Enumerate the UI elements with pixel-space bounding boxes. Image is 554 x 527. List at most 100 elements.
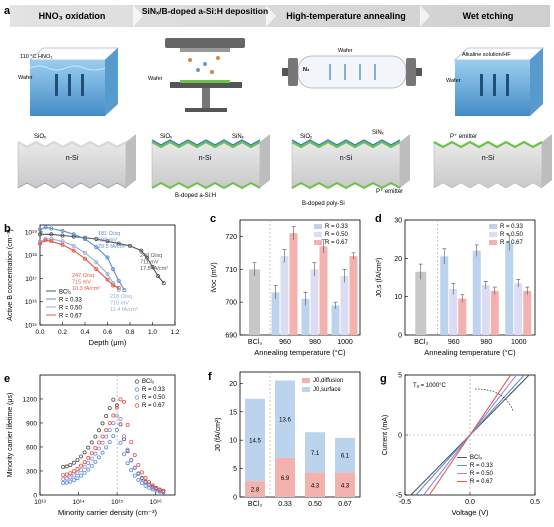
data-point [82, 470, 87, 475]
wafer-label: Wafer [338, 48, 353, 54]
header-arrow [266, 5, 276, 27]
data-point [93, 446, 98, 451]
plot-frame [39, 374, 176, 496]
data-point [139, 476, 144, 481]
data-point [61, 464, 66, 469]
data-point [105, 255, 110, 260]
data-point [49, 236, 54, 241]
x-tick-label: 0.5 [530, 499, 540, 506]
data-point [118, 416, 123, 421]
data-point [64, 476, 69, 481]
data-point [143, 475, 148, 480]
deposition-chamber [165, 38, 245, 112]
x-tick-label: 0.67 [338, 501, 352, 508]
data-point [129, 457, 134, 462]
p-emitter-label: P⁺ emitter [376, 188, 403, 195]
plot-frame [239, 371, 361, 498]
x-tick-label: 0.4 [80, 329, 89, 336]
legend-label: J0,surface [313, 387, 341, 393]
panel-letter: e [4, 373, 10, 385]
y-tick-label: 0 [233, 495, 237, 502]
x-tick-label: 0.0 [465, 499, 475, 506]
substrate-body [291, 141, 401, 189]
data-point [111, 421, 116, 426]
chart-c: c 690 700 710 720 BCl₃ 960 980 1000 Annealing tem… [210, 213, 361, 357]
x-axis-label: Minority carrier density (cm⁻³) [58, 508, 157, 517]
bar [523, 290, 532, 335]
y-tick-label: 300 [26, 469, 37, 476]
data-point [68, 475, 73, 480]
sinx-layer [151, 139, 261, 146]
data-point [75, 466, 80, 471]
data-point [60, 242, 65, 247]
x-tick-label: BCl₃ [248, 339, 262, 346]
data-point [111, 283, 116, 288]
data-point [71, 460, 76, 465]
sinx-layer [291, 139, 401, 146]
substrate-side [542, 134, 552, 188]
data-point [71, 469, 76, 474]
panel-a: a HNO₃ oxidation SiNₓ/B-doped a-Si:H dep… [4, 5, 552, 207]
data-label: 6.9 [281, 476, 290, 482]
annotation-text: 181 Ω/sq [98, 231, 120, 237]
data-point [82, 460, 87, 465]
x-tick-label: BCl₃ [248, 501, 262, 508]
p-emitter-label: P⁺ emitter [450, 133, 477, 140]
data-point [79, 454, 84, 459]
bar [440, 256, 449, 335]
legend-label: R = 0.33 [470, 463, 494, 469]
data-point [49, 226, 54, 231]
annotation-text: 29.5 fA/cm² [98, 244, 126, 250]
data-label: 2.8 [251, 488, 260, 494]
legend-label: R = 0.33 [59, 298, 83, 304]
y-tick-label: 5 [233, 466, 237, 473]
data-point [136, 472, 141, 477]
data-point [38, 239, 43, 244]
bar [415, 271, 427, 335]
data-point [157, 487, 162, 492]
bottom-layer [151, 181, 261, 190]
x-tick-label: 1.2 [170, 329, 179, 336]
data-point [105, 271, 110, 276]
data-point [38, 227, 43, 232]
y-tick-label: 10 [394, 294, 402, 301]
y-tick-label: 20 [394, 256, 402, 263]
x-tick-label: -0.5 [399, 499, 411, 506]
siox-label: SiOₓ [160, 134, 172, 140]
bar [245, 398, 265, 482]
wafer-label: Wafer [148, 76, 163, 82]
data-point [161, 488, 166, 493]
data-point [116, 241, 121, 246]
data-point [118, 440, 123, 445]
data-point [61, 476, 66, 481]
legend-label: R = 0.50 [59, 306, 83, 312]
chart-f: f 0 5 10 15 20 2.8 14.5 BCl₃ 6.9 13.6 0.33 4.3 7.1 0.5… [208, 371, 361, 508]
data-point [82, 464, 87, 469]
data-point [107, 420, 112, 425]
data-point [61, 472, 66, 477]
nsi-label: n-Si [340, 155, 353, 162]
legend-label: R = 0.50 [325, 232, 349, 238]
bar [289, 233, 298, 335]
data-point [132, 473, 137, 478]
x-axis-label: Annealing temperature (°C) [424, 348, 516, 357]
data-point [156, 274, 161, 279]
y-tick-label: 710 [225, 267, 237, 274]
y-tick-label: 600 [26, 445, 37, 452]
data-point [89, 451, 94, 456]
legend-label: R = 0.67 [500, 240, 524, 246]
legend-label: BCl₃ [470, 455, 483, 461]
y-axis-label: Minority carrier lifetime (μs) [7, 393, 14, 478]
panel-a-letter: a [4, 5, 11, 17]
annotation-text: 715 mV [72, 280, 91, 286]
data-point [127, 243, 132, 248]
data-point [104, 434, 109, 439]
bottom-layer [291, 181, 401, 190]
substrate-body [17, 141, 127, 189]
bdoped-poly-label: B-doped poly-Si [302, 201, 345, 207]
sinx-label: SiNₓ [232, 134, 244, 140]
data-point [118, 422, 123, 427]
bar [301, 298, 310, 335]
siox-label: SiOₓ [34, 134, 46, 140]
